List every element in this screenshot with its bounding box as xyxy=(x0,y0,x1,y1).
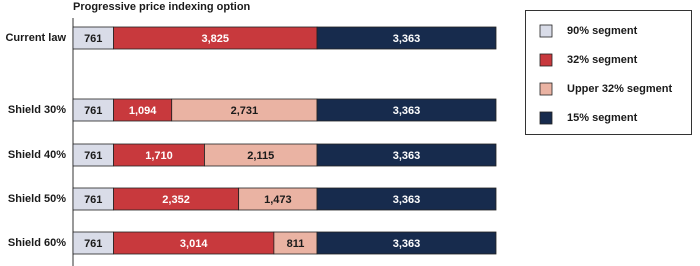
category-label: Current law xyxy=(5,32,66,44)
category-label: Shield 50% xyxy=(8,193,66,205)
data-label: 3,014 xyxy=(180,238,208,250)
data-label: 3,363 xyxy=(393,105,421,117)
data-label: 3,363 xyxy=(393,194,421,206)
data-label: 811 xyxy=(287,238,305,250)
data-label: 1,710 xyxy=(145,150,173,162)
legend-label: 90% segment xyxy=(567,25,638,37)
category-label: Shield 40% xyxy=(8,149,66,161)
legend-box xyxy=(525,10,692,135)
bar-segment xyxy=(316,143,497,167)
data-label: 2,731 xyxy=(231,105,259,117)
data-label: 761 xyxy=(84,238,102,250)
category-label: Shield 30% xyxy=(8,104,66,116)
data-label: 761 xyxy=(84,150,102,162)
data-label: 761 xyxy=(84,105,102,117)
data-label: 2,352 xyxy=(162,194,190,206)
bar-segment xyxy=(316,26,497,50)
category-label: Shield 60% xyxy=(8,237,66,249)
data-label: 1,094 xyxy=(129,105,157,117)
legend-label: 32% segment xyxy=(567,54,638,66)
legend-swatch xyxy=(539,53,553,67)
bar-segment xyxy=(316,187,497,211)
legend-label: 15% segment xyxy=(567,112,638,124)
legend-swatch xyxy=(539,111,553,125)
legend-swatch xyxy=(539,82,553,96)
data-label: 3,363 xyxy=(393,238,421,250)
legend-swatch xyxy=(539,24,553,38)
bar-segment xyxy=(316,231,497,255)
legend-label: Upper 32% segment xyxy=(567,83,672,95)
data-label: 3,363 xyxy=(393,33,421,45)
data-label: 761 xyxy=(84,194,102,206)
data-label: 761 xyxy=(84,33,102,45)
data-label: 3,363 xyxy=(393,150,421,162)
data-label: 3,825 xyxy=(202,33,230,45)
data-label: 1,473 xyxy=(264,194,292,206)
data-label: 2,115 xyxy=(247,150,274,162)
bar-segment xyxy=(316,98,497,122)
chart-title: Progressive price indexing option xyxy=(73,1,251,13)
